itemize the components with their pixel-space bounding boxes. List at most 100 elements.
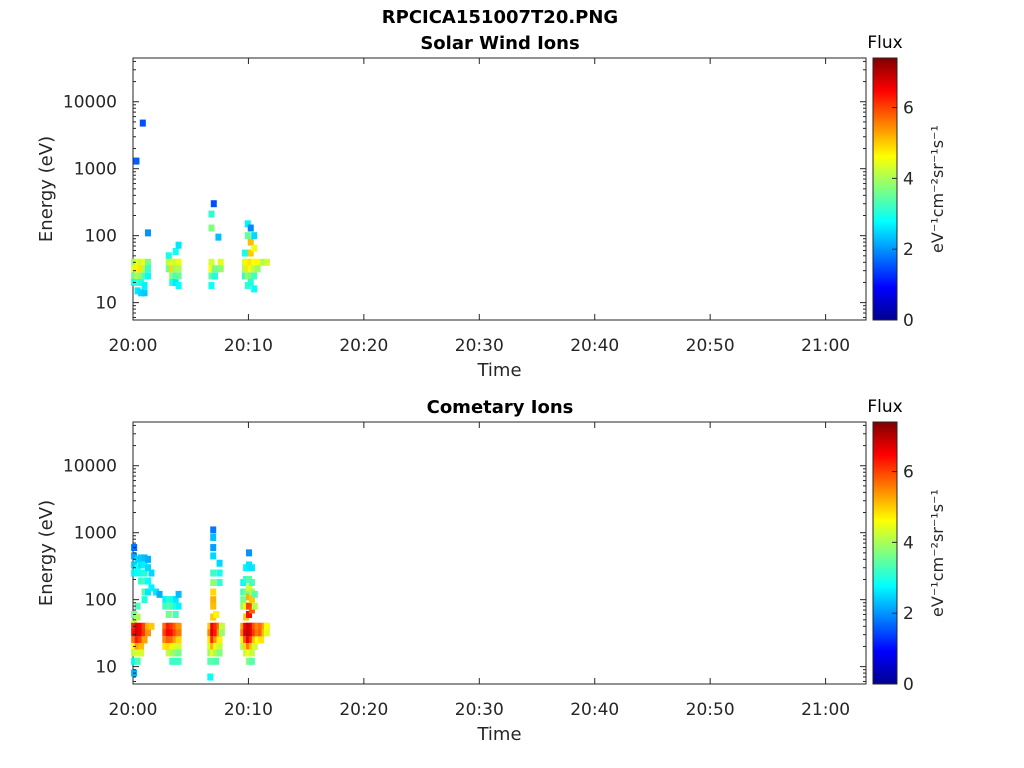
flux-cell <box>208 265 215 273</box>
flux-cell <box>208 258 215 266</box>
y-tick-label: 10000 <box>63 457 117 477</box>
flux-cell <box>139 119 146 127</box>
flux-cell <box>165 642 172 650</box>
flux-cell <box>175 602 182 610</box>
flux-cell <box>258 622 265 630</box>
flux-cell <box>207 657 214 665</box>
x-tick-label: 20:30 <box>455 700 504 720</box>
flux-cell <box>134 649 141 657</box>
figure-title: RPCICA151007T20.PNG <box>381 7 619 28</box>
colorbar-tick-label: 6 <box>903 99 914 119</box>
flux-cell <box>131 657 138 665</box>
flux-cell <box>210 200 217 208</box>
flux-cell <box>175 258 182 266</box>
flux-cell <box>138 258 145 266</box>
x-axis-label: Time <box>476 360 521 381</box>
flux-cell <box>145 588 152 596</box>
flux-cell <box>141 258 148 266</box>
plot-area <box>132 57 867 321</box>
y-axis-label: Energy (eV) <box>36 136 57 242</box>
data-cells <box>131 119 270 297</box>
colorbar <box>872 57 898 321</box>
x-tick-label: 20:10 <box>224 336 273 356</box>
flux-cell <box>162 629 169 637</box>
flux-cell <box>153 588 160 596</box>
flux-cell <box>216 569 223 577</box>
flux-cell <box>169 649 176 657</box>
flux-cell <box>165 265 172 273</box>
flux-cell <box>216 642 223 650</box>
flux-cell <box>254 265 261 273</box>
x-tick-label: 20:50 <box>686 700 735 720</box>
flux-cell <box>246 611 253 619</box>
flux-cell <box>131 569 138 577</box>
flux-cell <box>246 602 253 610</box>
flux-cell <box>213 611 220 619</box>
flux-cell <box>141 629 148 637</box>
flux-cell <box>175 642 182 650</box>
flux-cell <box>141 569 148 577</box>
flux-cell <box>248 564 255 572</box>
flux-cell <box>213 657 220 665</box>
flux-cell <box>131 629 138 637</box>
flux-cell <box>175 622 182 630</box>
flux-cell <box>169 657 176 665</box>
colorbar <box>872 421 898 685</box>
flux-cell <box>251 258 258 266</box>
flux-cell <box>141 588 148 596</box>
flux-cell <box>210 544 217 552</box>
flux-cell <box>134 564 141 572</box>
flux-cell <box>162 622 169 630</box>
flux-cell <box>210 596 217 604</box>
flux-cell <box>216 649 223 657</box>
y-tick-label: 1000 <box>74 524 117 544</box>
flux-cell <box>217 258 224 266</box>
flux-cell <box>216 636 223 644</box>
colorbar-tick-label: 4 <box>903 533 914 553</box>
flux-cell <box>208 282 215 290</box>
flux-cell <box>145 622 152 630</box>
flux-cell <box>175 657 182 665</box>
flux-cell <box>133 157 140 165</box>
flux-cell <box>217 265 224 273</box>
flux-cell <box>213 629 220 637</box>
flux-cell <box>169 602 176 610</box>
flux-cell <box>175 590 182 598</box>
flux-cell <box>211 272 218 280</box>
panel-title: Cometary Ions <box>427 397 574 418</box>
flux-cell <box>251 265 258 273</box>
flux-cell <box>165 596 172 604</box>
y-tick-label: 10 <box>95 658 117 678</box>
x-tick-label: 20:50 <box>686 336 735 356</box>
flux-cell <box>210 588 217 596</box>
flux-cell <box>169 265 176 273</box>
x-tick-label: 20:30 <box>455 336 504 356</box>
flux-cell <box>145 564 152 572</box>
flux-cell <box>263 629 270 637</box>
flux-cell <box>258 636 265 644</box>
flux-cell <box>141 289 148 297</box>
x-tick-label: 20:00 <box>109 700 158 720</box>
flux-cell <box>175 649 182 657</box>
flux-cell <box>145 577 152 585</box>
flux-cell <box>210 579 217 587</box>
colorbar-title: Flux <box>867 33 902 53</box>
flux-cell <box>141 596 148 604</box>
flux-cell <box>258 629 265 637</box>
flux-cell <box>138 649 145 657</box>
flux-cell <box>162 636 169 644</box>
flux-cell <box>145 272 152 280</box>
flux-cell <box>141 265 148 273</box>
flux-cell <box>251 232 258 240</box>
flux-cell <box>247 224 254 232</box>
flux-cell <box>134 642 141 650</box>
flux-cell <box>134 622 141 630</box>
colorbar-unit-label: eV⁻¹cm⁻²sr⁻¹s⁻¹ <box>928 125 947 253</box>
flux-cell <box>169 629 176 637</box>
flux-cell <box>134 613 141 621</box>
x-tick-label: 21:00 <box>801 700 850 720</box>
flux-cell <box>169 642 176 650</box>
flux-cell <box>134 258 141 266</box>
flux-cell <box>134 278 141 286</box>
flux-cell <box>244 220 251 228</box>
